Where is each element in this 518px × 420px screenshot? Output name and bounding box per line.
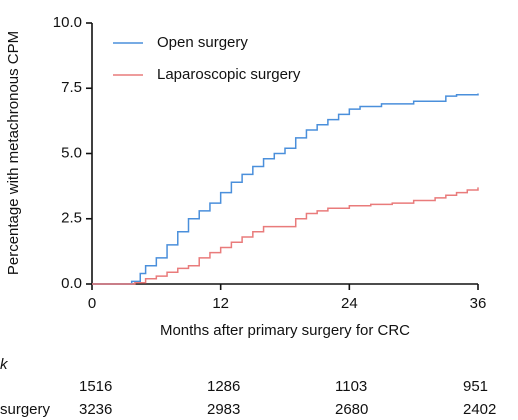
- risk-value: 2680: [335, 401, 368, 418]
- risk-value: 2402: [463, 401, 496, 418]
- risk-value: 1516: [79, 378, 112, 395]
- y-axis-label: Percentage with metachronous CPM: [5, 31, 22, 275]
- y-tick-label: 10.0: [53, 14, 82, 31]
- x-tick-label: 0: [88, 295, 96, 312]
- y-tick-label: 2.5: [61, 210, 82, 227]
- risk-value: 1103: [335, 378, 367, 395]
- x-tick-label: 36: [470, 295, 487, 312]
- legend-label: Open surgery: [157, 34, 248, 51]
- y-tick-label: 7.5: [61, 79, 82, 96]
- y-tick-label: 0.0: [61, 275, 82, 292]
- risk-value: 2983: [207, 401, 240, 418]
- risk-value: 1286: [207, 378, 240, 395]
- x-axis-label: Months after primary surgery for CRC: [160, 322, 410, 339]
- risk-value: 951: [463, 378, 488, 395]
- series-line: [92, 187, 479, 285]
- risk-row-label: surgery: [0, 401, 51, 418]
- legend-label: Laparoscopic surgery: [157, 66, 301, 83]
- risk-value: 3236: [79, 401, 112, 418]
- x-tick-label: 24: [341, 295, 358, 312]
- risk-table-title: k: [0, 356, 9, 373]
- x-tick-label: 12: [212, 295, 229, 312]
- series-line: [92, 93, 479, 285]
- y-tick-label: 5.0: [61, 144, 82, 161]
